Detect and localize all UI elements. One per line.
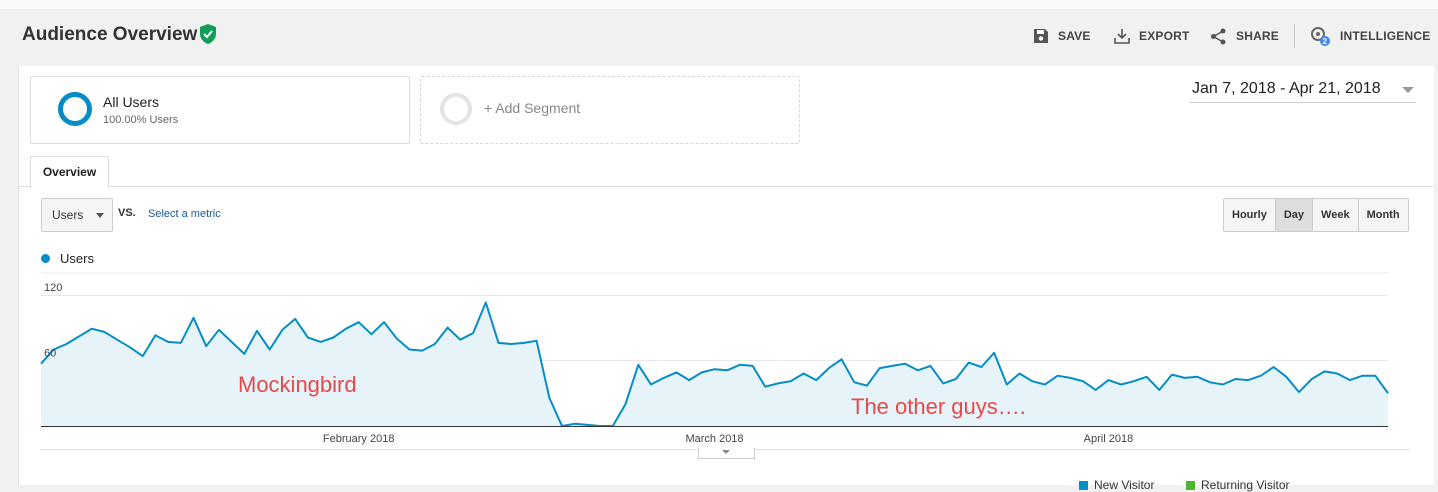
save-button[interactable]: SAVE xyxy=(1033,26,1091,46)
vs-label: VS. xyxy=(118,207,136,219)
y-tick-label: 120 xyxy=(44,282,62,294)
add-segment-button[interactable]: + Add Segment xyxy=(420,76,800,144)
legend-new-visitor: New Visitor xyxy=(1079,478,1154,492)
users-line xyxy=(40,301,1389,427)
chevron-down-icon xyxy=(1402,87,1414,93)
date-range-label: Jan 7, 2018 - Apr 21, 2018 xyxy=(1192,80,1381,97)
x-tick-label: February 2018 xyxy=(323,433,395,445)
segment-all-users[interactable]: All Users 100.00% Users xyxy=(30,76,410,144)
intelligence-icon: 2 xyxy=(1311,27,1330,46)
legend-swatch xyxy=(41,254,50,263)
download-icon xyxy=(1114,29,1130,44)
report-header xyxy=(0,9,1438,66)
tab-divider xyxy=(18,186,1433,187)
tab-overview[interactable]: Overview xyxy=(30,156,109,189)
returning-visitor-swatch xyxy=(1186,480,1195,490)
intelligence-badge: 2 xyxy=(1323,37,1328,46)
segment-ring-icon xyxy=(58,92,92,126)
share-button[interactable]: SHARE xyxy=(1210,26,1279,46)
export-label: EXPORT xyxy=(1139,29,1190,43)
save-label: SAVE xyxy=(1058,29,1091,43)
chart-expand-toggle[interactable] xyxy=(698,448,755,459)
save-icon xyxy=(1034,29,1048,43)
new-visitor-swatch xyxy=(1079,480,1088,490)
chevron-down-icon xyxy=(96,213,104,218)
metric-select[interactable]: Users xyxy=(41,198,113,232)
day-button[interactable]: Day xyxy=(1275,199,1314,231)
y-tick-label: 60 xyxy=(44,347,56,359)
share-icon xyxy=(1211,28,1226,44)
chevron-down-icon xyxy=(722,450,730,454)
metric-select-value: Users xyxy=(52,208,84,222)
annotation-other-guys: The other guys…. xyxy=(851,394,1026,419)
empty-segment-ring-icon xyxy=(440,93,472,125)
granularity-buttons: Hourly Day Week Month xyxy=(1223,198,1409,232)
export-button[interactable]: EXPORT xyxy=(1114,26,1190,46)
new-visitor-label: New Visitor xyxy=(1094,478,1155,492)
annotation-mockingbird: Mockingbird xyxy=(238,372,357,397)
legend-label: Users xyxy=(60,251,94,266)
x-tick-label: March 2018 xyxy=(685,433,743,445)
intelligence-label: INTELLIGENCE xyxy=(1340,29,1431,43)
legend-returning-visitor: Returning Visitor xyxy=(1186,478,1290,492)
share-label: SHARE xyxy=(1236,29,1280,43)
month-button[interactable]: Month xyxy=(1358,199,1408,231)
page-title: Audience Overview xyxy=(22,24,198,45)
users-area xyxy=(41,302,1388,426)
x-tick-label: April 2018 xyxy=(1084,433,1134,445)
hourly-button[interactable]: Hourly xyxy=(1224,199,1276,231)
week-button[interactable]: Week xyxy=(1313,199,1359,231)
verified-shield-icon xyxy=(200,24,216,44)
top-strip xyxy=(0,0,1438,9)
date-range-picker[interactable]: Jan 7, 2018 - Apr 21, 2018 xyxy=(1189,78,1416,103)
select-metric-link[interactable]: Select a metric xyxy=(148,208,221,220)
toolbar-divider xyxy=(1294,24,1295,48)
segment-subtitle: 100.00% Users xyxy=(103,114,179,126)
add-segment-label: + Add Segment xyxy=(484,100,581,116)
intelligence-button[interactable]: 2 INTELLIGENCE xyxy=(1309,26,1430,46)
returning-visitor-label: Returning Visitor xyxy=(1201,478,1290,492)
segment-title: All Users xyxy=(103,94,160,110)
